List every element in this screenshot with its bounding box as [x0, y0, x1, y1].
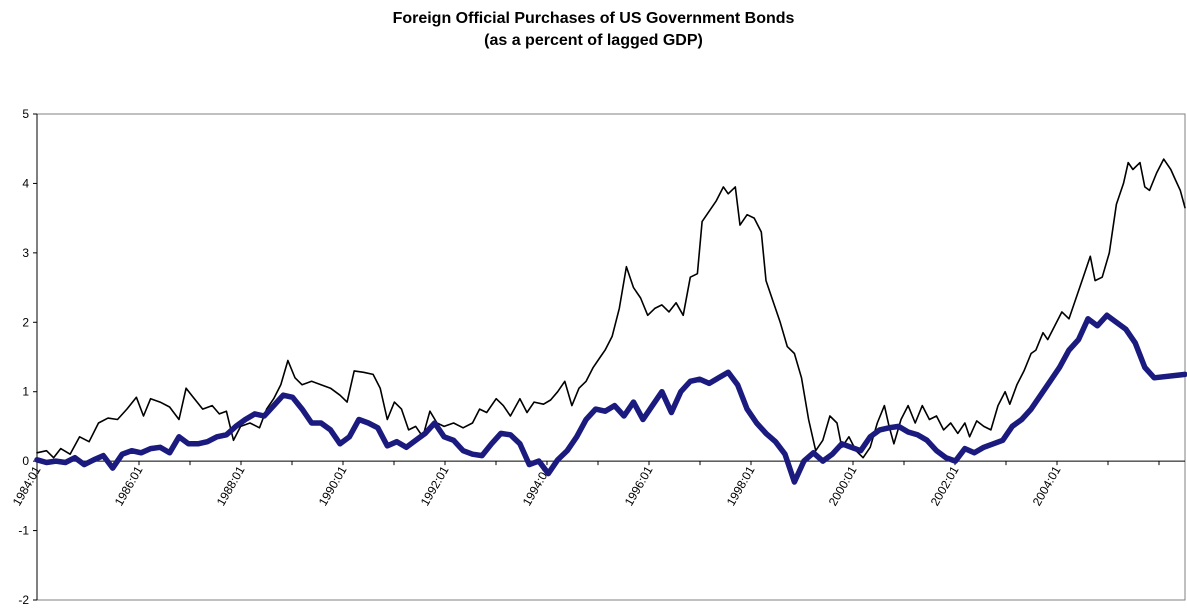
x-tick-label: 1984:01 — [10, 463, 44, 508]
x-tick-label: 2004:01 — [1030, 463, 1064, 508]
y-tick-label: 5 — [22, 107, 29, 121]
x-tick-label: 2002:01 — [928, 463, 962, 508]
y-tick-label: 4 — [22, 176, 29, 190]
x-tick-label: 1992:01 — [418, 463, 452, 508]
x-tick-label: 1998:01 — [724, 463, 758, 508]
y-tick-label: 1 — [22, 385, 29, 399]
x-tick-label: 1996:01 — [622, 463, 656, 508]
x-tick-label: 1990:01 — [316, 463, 350, 508]
series-line-2 — [34, 312, 1187, 485]
chart-subtitle: (as a percent of lagged GDP) — [484, 32, 703, 49]
chart-title: Foreign Official Purchases of US Governm… — [392, 10, 795, 27]
chart-title-block: Foreign Official Purchases of US Governm… — [0, 8, 1187, 52]
y-tick-label: -2 — [18, 593, 29, 607]
y-tick-label: 0 — [22, 454, 29, 468]
series-line-1 — [36, 158, 1186, 459]
x-tick-label: 1986:01 — [112, 463, 146, 508]
plot-area-border — [36, 113, 1186, 601]
y-tick-label: 2 — [22, 315, 29, 329]
x-tick-label: 1988:01 — [214, 463, 248, 508]
x-tick-label: 2000:01 — [826, 463, 860, 508]
y-tick-label: 3 — [22, 246, 29, 260]
y-tick-label: -1 — [18, 524, 29, 538]
